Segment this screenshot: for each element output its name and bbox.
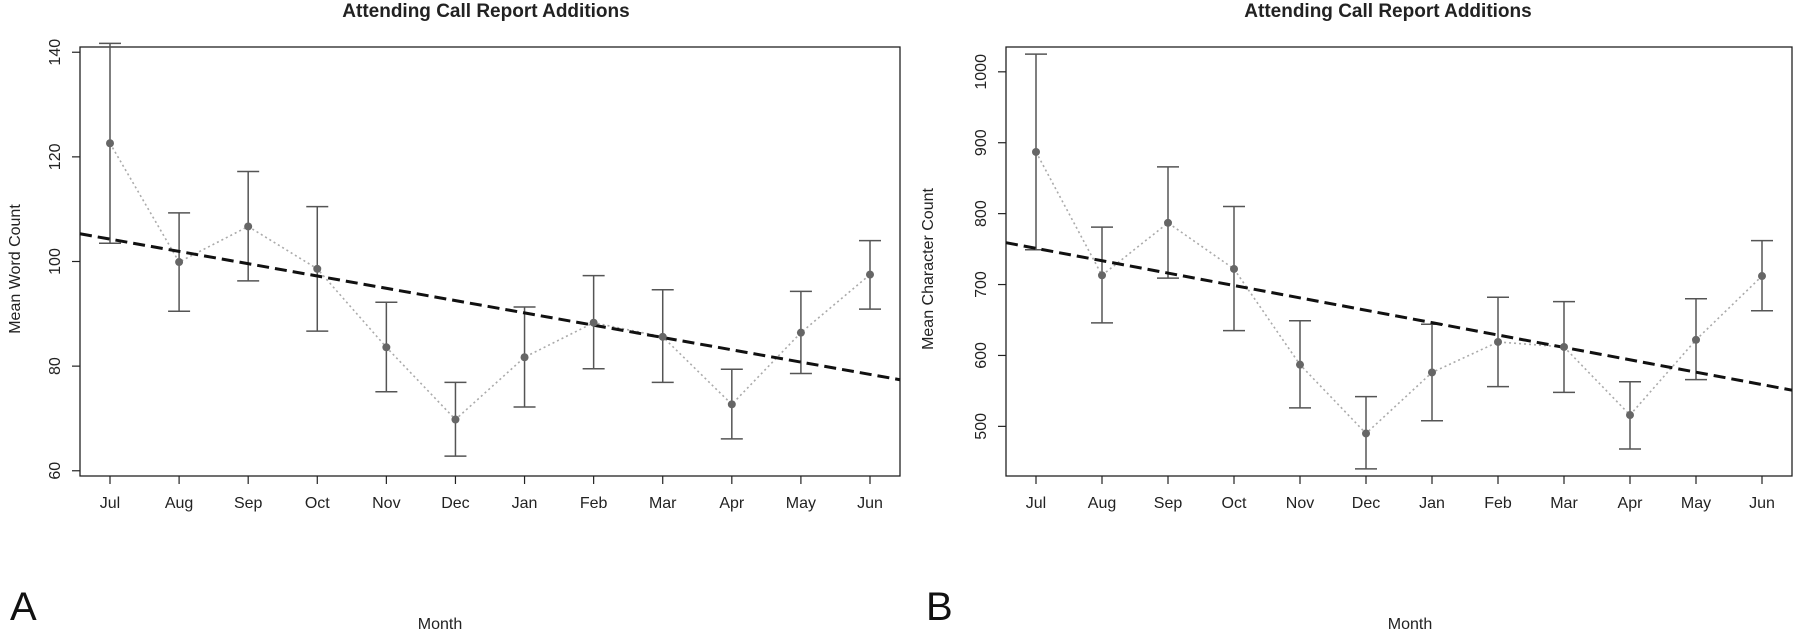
panel-a-x-tick-label: Aug (165, 495, 193, 512)
panel-a-x-tick-label: Feb (580, 495, 608, 512)
panel-b-x-tick-label: Feb (1484, 495, 1512, 512)
panel-b-data-point (1494, 337, 1502, 346)
panel-b-x-tick-label: Aug (1088, 495, 1116, 512)
panel-b-series-line (1035, 151, 1763, 435)
panel-a-x-tick-label: Dec (441, 495, 469, 512)
panel-a-data-point (520, 353, 529, 362)
panel-b-x-tick-label: Apr (1618, 495, 1644, 512)
panel-b-y-tick-label: 600 (973, 342, 990, 369)
panel-b-x-tick-label: Dec (1352, 495, 1380, 512)
panel-a-data-point (175, 258, 184, 267)
panel-b-letter: B (926, 585, 953, 629)
panel-b-y-tick-label: 1000 (973, 54, 990, 90)
panel-a-data-point (796, 328, 805, 337)
panel-a-x-tick-label: Oct (305, 495, 330, 512)
panel-b-x-tick-label: Mar (1550, 495, 1578, 512)
panel-b-data-point (1098, 271, 1106, 280)
panel-a-x-tick-label: May (786, 495, 816, 512)
panel-b-data-point (1032, 147, 1040, 156)
panel-a-data-point (589, 318, 598, 327)
panel-a-x-tick-label: Jul (100, 495, 120, 512)
panel-b-y-axis-label: Mean Character Count (920, 188, 937, 350)
panel-a-data-point (866, 270, 874, 279)
panel-a-data-point (313, 264, 322, 273)
panel-b-data-point (1758, 272, 1766, 281)
panel-a-series-line (109, 142, 871, 421)
panel-a-x-tick-label: Nov (372, 495, 400, 512)
panel-b-data-point (1428, 368, 1436, 377)
panel-a-y-tick-label: 60 (47, 462, 64, 480)
panel-a-x-tick-label: Jan (512, 495, 538, 512)
panel-a-title: Attending Call Report Additions (342, 1, 629, 22)
panel-a-x-tick-label: Mar (649, 495, 677, 512)
panel-a-letter: A (10, 585, 37, 629)
panel-a-data-point (106, 139, 114, 148)
panel-a-x-axis-label: Month (418, 616, 462, 632)
panel-a-y-tick-label: 140 (47, 39, 64, 66)
panel-a-y-tick-label: 80 (47, 357, 64, 375)
panel-b-trend-line (1005, 241, 1793, 392)
panel-b-x-axis-label: Month (1388, 616, 1432, 632)
panel-b-plot-area: 500 600 700 800 900 1000 Jul Aug Sep Oct Nov Dec Jan… (973, 46, 1793, 512)
panel-b-data-point (1362, 429, 1370, 438)
panel-a-y-axis-label: Mean Word Count (7, 204, 24, 334)
panel-a: Attending Call Report Additions Mean Wor… (7, 1, 901, 632)
panel-b-x-tick-label: Jul (1026, 495, 1046, 512)
panel-a-plot-frame (79, 46, 901, 477)
panel-b-y-tick-label: 700 (973, 271, 990, 298)
panel-b-data-point (1692, 335, 1700, 344)
panel-b-y-tick-label: 800 (973, 200, 990, 227)
panel-b-data-point (1626, 411, 1634, 420)
panel-a-y-tick-label: 120 (47, 143, 64, 170)
panel-a-x-tick-label: Sep (234, 495, 263, 512)
panel-b-y-tick-label: 500 (973, 413, 990, 440)
panel-a-data-point (451, 415, 460, 424)
panel-a-plot-area: 60 80 100 120 140 Jul Aug Sep Oct Nov Dec Jan Feb Mar… (47, 39, 901, 512)
panel-b-data-point (1230, 264, 1238, 273)
panel-b-data-point (1560, 342, 1568, 351)
panel-b-y-tick-label: 900 (973, 129, 990, 156)
panel-b-x-tick-label: Oct (1222, 495, 1247, 512)
panel-b-plot-frame (1005, 46, 1793, 477)
panel-b-x-tick-label: Jan (1419, 495, 1445, 512)
panel-a-x-tick-label: Jun (857, 495, 883, 512)
panel-b-x-tick-label: Nov (1286, 495, 1314, 512)
panel-b-x-tick-label: May (1681, 495, 1711, 512)
panel-a-data-point (727, 400, 736, 409)
panel-a-trend-line (79, 232, 901, 382)
panel-b-title: Attending Call Report Additions (1244, 1, 1531, 22)
panel-b: Attending Call Report Additions Mean Cha… (920, 1, 1793, 632)
panel-a-y-tick-label: 100 (47, 248, 64, 275)
panel-a-data-point (382, 343, 391, 352)
panel-b-data-point (1296, 360, 1304, 369)
panel-b-x-tick-label: Jun (1749, 495, 1775, 512)
panel-a-data-point (244, 222, 253, 231)
panel-a-x-tick-label: Apr (719, 495, 745, 512)
panel-b-data-point (1164, 218, 1172, 227)
panel-b-x-tick-label: Sep (1154, 495, 1183, 512)
panel-a-data-point (658, 332, 667, 341)
